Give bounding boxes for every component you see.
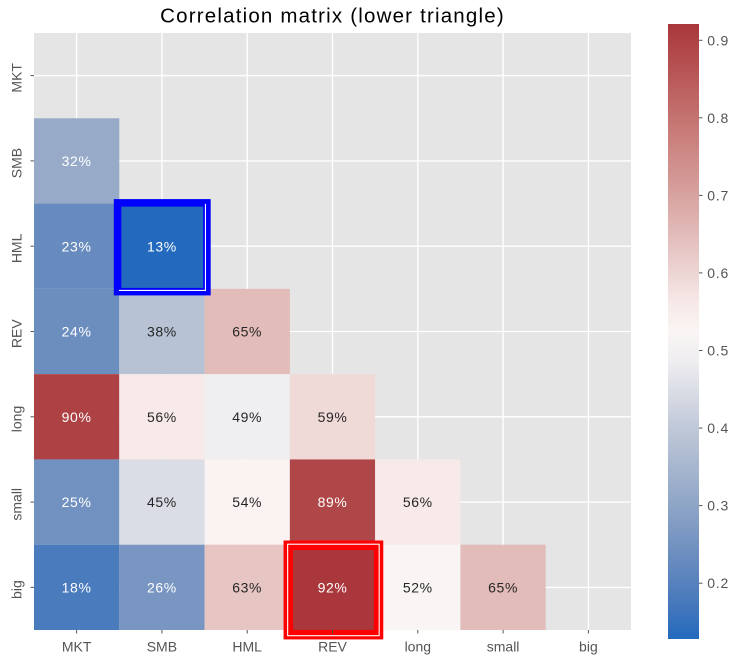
svg-text:small: small xyxy=(487,638,520,654)
svg-text:92%: 92% xyxy=(318,579,348,595)
svg-text:small: small xyxy=(8,488,24,521)
svg-text:REV: REV xyxy=(318,638,347,654)
svg-text:Correlation matrix (lower tria: Correlation matrix (lower triangle) xyxy=(160,5,505,28)
svg-text:56%: 56% xyxy=(403,494,433,510)
svg-text:0.6: 0.6 xyxy=(707,265,729,281)
svg-text:26%: 26% xyxy=(147,579,177,595)
svg-text:0.7: 0.7 xyxy=(707,187,729,203)
svg-text:90%: 90% xyxy=(62,409,92,425)
svg-text:65%: 65% xyxy=(488,579,518,595)
svg-text:0.3: 0.3 xyxy=(707,498,729,514)
svg-text:25%: 25% xyxy=(62,494,92,510)
svg-text:long: long xyxy=(8,406,24,432)
svg-text:big: big xyxy=(579,638,598,654)
svg-text:long: long xyxy=(405,638,431,654)
svg-text:0.5: 0.5 xyxy=(707,343,729,359)
svg-text:SMB: SMB xyxy=(8,148,24,178)
svg-text:65%: 65% xyxy=(232,324,262,340)
svg-text:52%: 52% xyxy=(403,579,433,595)
svg-text:59%: 59% xyxy=(318,409,348,425)
svg-text:63%: 63% xyxy=(232,579,262,595)
svg-text:18%: 18% xyxy=(62,579,92,595)
svg-text:89%: 89% xyxy=(318,494,348,510)
svg-text:0.4: 0.4 xyxy=(707,420,729,436)
svg-text:13%: 13% xyxy=(147,238,177,254)
svg-text:49%: 49% xyxy=(232,409,262,425)
svg-text:56%: 56% xyxy=(147,409,177,425)
svg-text:38%: 38% xyxy=(147,324,177,340)
svg-text:0.8: 0.8 xyxy=(707,110,729,126)
svg-text:HML: HML xyxy=(232,638,262,654)
svg-text:45%: 45% xyxy=(147,494,177,510)
svg-text:big: big xyxy=(8,580,24,599)
svg-text:HML: HML xyxy=(8,233,24,263)
svg-text:0.9: 0.9 xyxy=(707,32,729,48)
svg-text:SMB: SMB xyxy=(147,638,177,654)
svg-text:MKT: MKT xyxy=(62,638,92,654)
svg-text:MKT: MKT xyxy=(8,63,24,93)
svg-text:54%: 54% xyxy=(232,494,262,510)
svg-text:32%: 32% xyxy=(62,153,92,169)
svg-text:23%: 23% xyxy=(62,238,92,254)
svg-text:24%: 24% xyxy=(62,324,92,340)
svg-text:REV: REV xyxy=(8,319,24,348)
svg-text:0.2: 0.2 xyxy=(707,575,729,591)
